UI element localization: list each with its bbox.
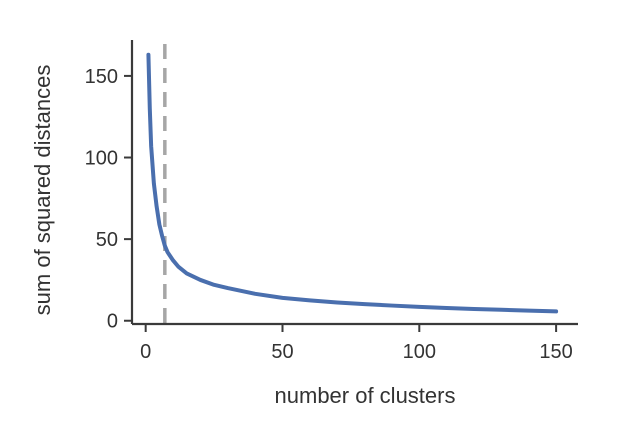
x-tick-label: 150	[539, 341, 572, 363]
y-axis-title: sum of squared distances	[30, 65, 55, 316]
series-layer	[148, 55, 556, 312]
y-tick-label: 0	[107, 311, 118, 333]
y-tick-label: 50	[96, 229, 118, 251]
x-axis-title: number of clusters	[275, 383, 456, 408]
axes-layer: 0 50 100 150 0 50 100 150	[85, 40, 578, 363]
x-tick-label: 100	[403, 341, 436, 363]
x-tick-label: 50	[271, 341, 293, 363]
y-tick-label: 100	[85, 148, 118, 170]
series-line	[148, 55, 556, 312]
x-tick-label: 0	[140, 341, 151, 363]
y-tick-label: 150	[85, 66, 118, 88]
